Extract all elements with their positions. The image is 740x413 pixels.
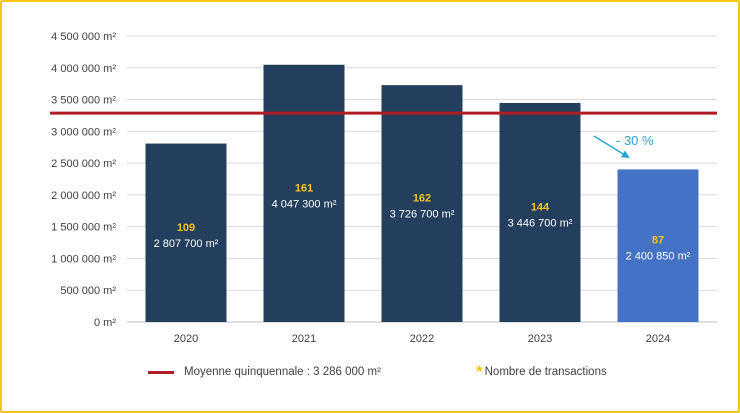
y-tick-label: 2 000 000 m² [51, 190, 116, 202]
bar [381, 85, 463, 322]
y-tick-label: 1 500 000 m² [51, 222, 116, 234]
legend-transactions-star: * [476, 361, 483, 381]
data-label: 3 726 700 m² [390, 209, 455, 221]
decline-arrow [593, 135, 630, 159]
transaction-count-label: 87 [652, 235, 664, 247]
x-axis-labels: 2020 2021 2022 2023 2024 [174, 333, 670, 345]
legend-average: Moyenne quinquennale : 3 286 000 m² [148, 366, 381, 378]
data-label: 2 807 700 m² [154, 238, 219, 250]
bars [145, 64, 699, 322]
x-tick-label: 2023 [528, 333, 552, 345]
bar [617, 169, 699, 322]
y-tick-label: 3 500 000 m² [51, 95, 116, 107]
x-tick-label: 2020 [174, 333, 198, 345]
y-tick-label: 3 000 000 m² [51, 126, 116, 138]
data-label: 2 400 850 m² [626, 251, 691, 263]
transaction-count-label: 109 [177, 222, 195, 234]
legend-transactions: * Nombre de transactions [476, 361, 607, 381]
x-tick-label: 2022 [410, 333, 434, 345]
legend-transactions-label: Nombre de transactions [484, 366, 607, 378]
transaction-count-label: 161 [295, 182, 313, 194]
y-axis-ticks: 0 m² 500 000 m² 1 000 000 m² 1 500 000 m² 2 … [51, 31, 116, 329]
bar [263, 64, 345, 322]
y-tick-label: 500 000 m² [60, 285, 116, 297]
y-tick-label: 0 m² [94, 317, 116, 329]
transaction-count-label: 162 [413, 193, 431, 205]
bar [499, 102, 581, 322]
y-tick-label: 4 000 000 m² [51, 63, 116, 75]
decline-annotation: - 30 % [616, 133, 654, 148]
y-tick-label: 4 500 000 m² [51, 31, 116, 43]
legend-average-swatch [148, 370, 174, 374]
y-tick-label: 2 500 000 m² [51, 158, 116, 170]
data-label: 4 047 300 m² [272, 198, 337, 210]
data-label: 3 446 700 m² [508, 217, 573, 229]
transaction-count-label: 144 [531, 201, 550, 213]
bar-labels: 109 2 807 700 m² 161 4 047 300 m² 162 3 726 7… [154, 182, 691, 262]
y-tick-label: 1 000 000 m² [51, 253, 116, 265]
legend-average-label: Moyenne quinquennale : 3 286 000 m² [184, 366, 381, 378]
annotation-group: - 30 % [593, 133, 654, 159]
x-tick-label: 2024 [646, 333, 670, 345]
bar [145, 143, 227, 322]
x-tick-label: 2021 [292, 333, 316, 345]
